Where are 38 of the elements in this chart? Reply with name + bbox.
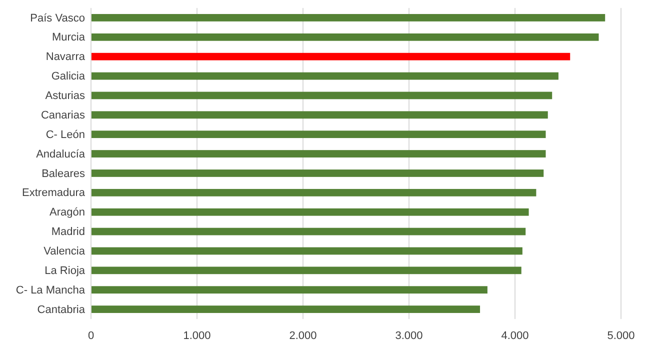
bar: [91, 33, 599, 41]
y-tick-label: C- La Mancha: [16, 284, 86, 296]
y-tick-label: C- León: [46, 128, 85, 141]
y-tick-label: Extremadura: [22, 187, 86, 200]
y-tick-label: Aragón: [50, 206, 85, 219]
x-tick-label: 4.000: [501, 330, 529, 342]
bar: [91, 72, 558, 80]
y-tick-label: Valencia: [44, 245, 86, 258]
y-tick-label: Navarra: [46, 51, 86, 64]
x-tick-label: 3.000: [395, 330, 423, 342]
y-tick-label: La Rioja: [44, 264, 86, 277]
bar: [91, 14, 606, 22]
bar: [91, 170, 544, 177]
y-tick-label: País Vasco: [30, 12, 85, 24]
bar: [91, 92, 552, 100]
bar: [91, 286, 488, 294]
y-tick-label: Asturias: [45, 90, 86, 102]
bar: [91, 52, 570, 60]
y-tick-label: Andalucía: [36, 148, 86, 160]
x-tick-label: 2.000: [289, 330, 317, 342]
bar: [91, 111, 548, 119]
bar: [91, 266, 522, 274]
y-tick-label: Murcia: [52, 32, 86, 44]
y-tick-label: Baleares: [42, 168, 86, 180]
bar: [91, 247, 522, 255]
x-tick-label: 0: [88, 330, 94, 342]
bar: [91, 208, 529, 216]
bar: [91, 306, 480, 313]
y-tick-label: Canarias: [40, 109, 86, 122]
x-tick-label: 1.000: [183, 330, 211, 342]
y-tick-label: Madrid: [51, 226, 85, 238]
y-tick-label: Galicia: [51, 70, 86, 83]
bar: [91, 228, 526, 236]
bar: [91, 150, 546, 158]
bar: [91, 130, 546, 138]
x-tick-label: 5.000: [607, 330, 635, 342]
y-tick-label: Cantabria: [37, 304, 86, 316]
bar: [91, 188, 536, 196]
